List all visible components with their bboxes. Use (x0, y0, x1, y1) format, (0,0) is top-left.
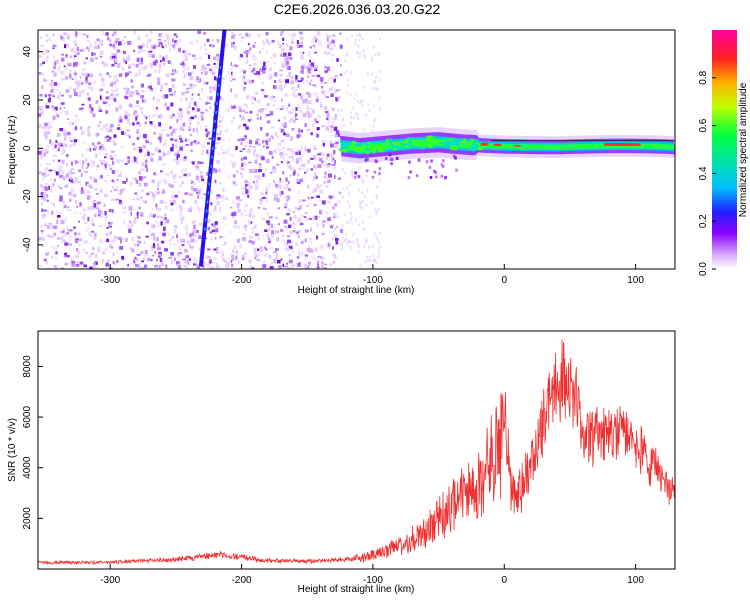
snr-frame (38, 331, 675, 569)
colorbar-tick-label: 0.0 (698, 262, 709, 276)
signal-hotspot (617, 143, 641, 146)
snr-y-ticks: 2000 4000 6000 8000 (22, 355, 43, 530)
spectrogram-y-ticks: -40 -20 0 20 40 (22, 46, 43, 252)
y-tick-label: 2000 (22, 507, 33, 530)
chart-title: C2E6.2026.036.03.20.G22 (274, 1, 441, 17)
spectrogram-image (38, 30, 675, 273)
x-tick-label: -300 (100, 275, 120, 286)
signal-hotspot (513, 145, 521, 146)
snr-plot-area (38, 340, 675, 565)
x-tick-label: -200 (232, 275, 252, 286)
colorbar: 0.0 0.2 0.4 0.6 0.8 Normalized spectral ampl… (698, 30, 749, 276)
colorbar-label: Normalized spectral amplitude (738, 82, 749, 217)
y-tick-label: -20 (22, 189, 33, 204)
colorbar-tick-label: 0.8 (698, 70, 709, 84)
spectrogram-y-label: Frequency (Hz) (7, 116, 18, 185)
signal-hotspot (494, 144, 502, 146)
signal-hotspot (481, 143, 489, 146)
x-tick-label: 0 (501, 575, 507, 586)
y-tick-label: -40 (22, 237, 33, 252)
colorbar-tick-label: 0.4 (698, 166, 709, 180)
x-tick-label: -200 (232, 575, 252, 586)
colorbar-gradient (712, 30, 737, 269)
y-tick-label: 4000 (22, 456, 33, 479)
y-tick-label: 40 (22, 46, 33, 58)
x-tick-label: 100 (627, 575, 644, 586)
x-tick-label: -300 (100, 575, 120, 586)
snr-y-label: SNR (10 * v/v) (7, 418, 18, 482)
snr-x-label: Height of straight line (km) (298, 584, 415, 595)
x-tick-label: 100 (627, 275, 644, 286)
y-tick-label: 20 (22, 94, 33, 106)
colorbar-tick-label: 0.2 (698, 214, 709, 228)
spectrogram-x-label: Height of straight line (km) (298, 285, 415, 296)
snr-series-line (38, 340, 675, 565)
y-tick-label: 0 (22, 145, 33, 151)
y-tick-label: 6000 (22, 406, 33, 429)
y-tick-label: 8000 (22, 355, 33, 378)
colorbar-tick-label: 0.6 (698, 118, 709, 132)
x-tick-label: 0 (501, 275, 507, 286)
